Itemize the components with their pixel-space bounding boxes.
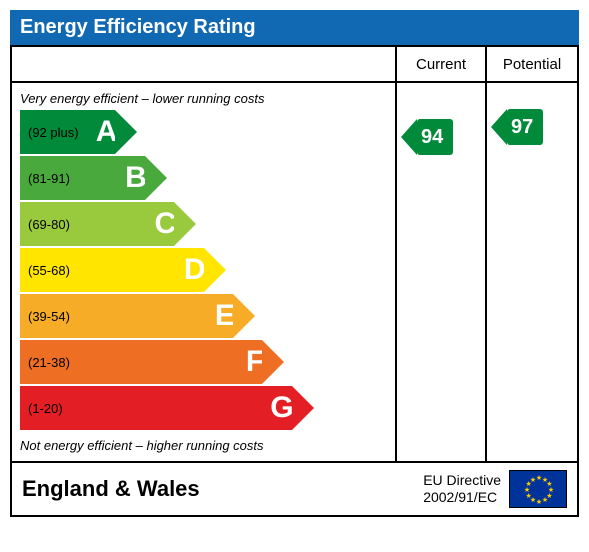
band-range-a: (92 plus) (28, 125, 79, 140)
arrow-tip-icon (491, 109, 507, 145)
band-body-b: (81-91) B (20, 156, 145, 200)
band-e: (39-54) E (20, 294, 387, 338)
band-range-f: (21-38) (28, 355, 70, 370)
band-body-a: (92 plus) A (20, 110, 115, 154)
eu-flag-icon: ★★★★★★★★★★★★ (509, 470, 567, 508)
band-range-d: (55-68) (28, 263, 70, 278)
band-range-b: (81-91) (28, 171, 70, 186)
footer-row: England & Wales EU Directive 2002/91/EC … (12, 461, 577, 515)
region-label: England & Wales (22, 476, 423, 502)
band-range-g: (1-20) (28, 401, 63, 416)
band-body-e: (39-54) E (20, 294, 233, 338)
header-potential: Potential (487, 47, 577, 81)
band-range-e: (39-54) (28, 309, 70, 324)
band-letter-f: F (246, 345, 264, 379)
arrow-tip-icon (401, 119, 417, 155)
band-range-c: (69-80) (28, 217, 70, 232)
band-body-c: (69-80) C (20, 202, 174, 246)
chart-title: Energy Efficiency Rating (20, 16, 256, 38)
band-letter-g: G (270, 391, 293, 425)
caption-inefficient: Not energy efficient – higher running co… (20, 438, 387, 453)
band-body-g: (1-20) G (20, 386, 292, 430)
rating-arrow-current: 94 (417, 119, 453, 155)
header-row: Current Potential (12, 47, 577, 83)
current-column: 94 (397, 83, 487, 461)
band-c: (69-80) C (20, 202, 387, 246)
bands-host: (92 plus) A (81-91) B (69-80) C (55-68) D (39-54… (20, 110, 387, 430)
band-g: (1-20) G (20, 386, 387, 430)
rating-arrow-potential: 97 (507, 109, 543, 145)
epc-chart-container: Energy Efficiency Rating Current Potenti… (10, 10, 579, 517)
band-letter-b: B (125, 161, 147, 195)
band-b: (81-91) B (20, 156, 387, 200)
header-spacer (12, 47, 397, 81)
band-body-d: (55-68) D (20, 248, 204, 292)
chart-body: Current Potential Very energy efficient … (10, 45, 579, 517)
potential-column: 97 (487, 83, 577, 461)
band-f: (21-38) F (20, 340, 387, 384)
directive-line1: EU Directive (423, 472, 501, 488)
band-letter-a: A (96, 115, 118, 149)
header-current: Current (397, 47, 487, 81)
band-letter-e: E (215, 299, 235, 333)
eu-directive: EU Directive 2002/91/EC (423, 472, 501, 506)
band-d: (55-68) D (20, 248, 387, 292)
eu-star-icon: ★ (542, 496, 548, 504)
band-letter-c: C (154, 207, 176, 241)
directive-line2: 2002/91/EC (423, 489, 497, 505)
rating-value-current: 94 (417, 119, 453, 155)
eu-star-icon: ★ (536, 498, 542, 506)
bands-column: Very energy efficient – lower running co… (12, 83, 397, 461)
title-bar: Energy Efficiency Rating (10, 10, 579, 45)
band-body-f: (21-38) F (20, 340, 262, 384)
eu-star-icon: ★ (530, 476, 536, 484)
chart-body-row: Very energy efficient – lower running co… (12, 83, 577, 461)
band-a: (92 plus) A (20, 110, 387, 154)
rating-value-potential: 97 (507, 109, 543, 145)
caption-efficient: Very energy efficient – lower running co… (20, 91, 387, 106)
band-letter-d: D (184, 253, 206, 287)
